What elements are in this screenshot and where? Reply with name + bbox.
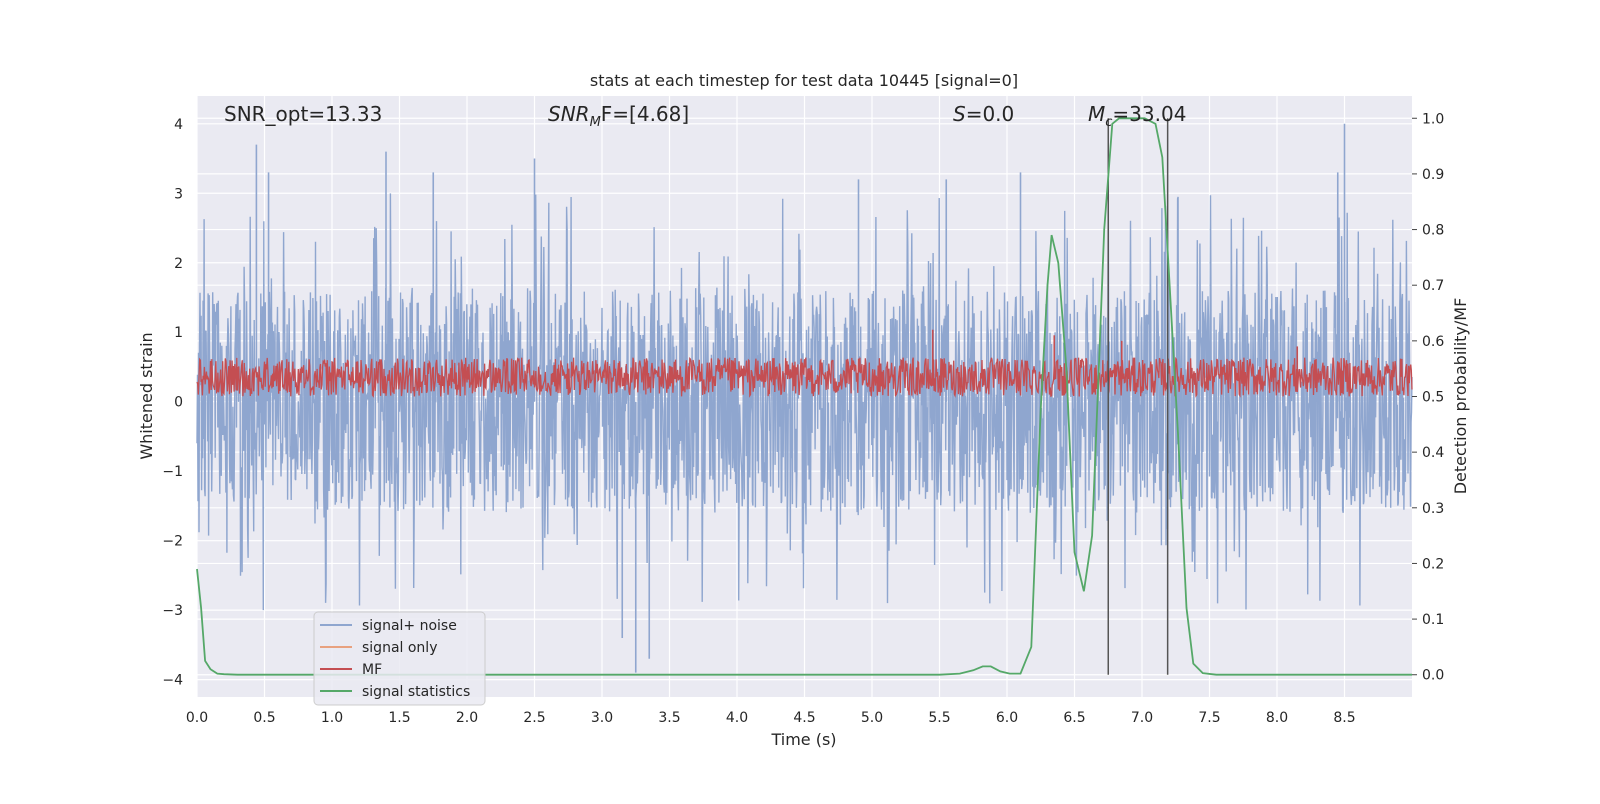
annotation-s-main: S [953,102,966,126]
annotation-mc: Mc=33.04 [1088,102,1186,130]
legend: signal+ noise signal only MF signal stat… [313,611,486,706]
y-tick-label-right: 1.0 [1422,111,1444,127]
y-tick-label-right: 0.6 [1422,334,1444,350]
tick-labels: 0.0 0.5 1.0 1.5 2.0 2.5 3.0 3.5 4.0 4.5 5.0 5.5 6.0 6… [162,111,1444,726]
y-tick-label-right: 0.8 [1422,223,1444,239]
x-axis-label: Time (s) [770,730,836,749]
x-tick-label: 2.0 [456,710,478,726]
y-tick-label-left: 2 [174,256,183,272]
x-tick-label: 0.5 [253,710,275,726]
x-tick-label: 5.0 [861,710,883,726]
x-tick-label: 7.5 [1198,710,1220,726]
annotation-snr-mf-sub: M [590,115,601,130]
annotation-s: S=0.0 [953,102,1014,126]
x-tick-label: 1.0 [321,710,343,726]
annotation-s-rest: =0.0 [966,102,1015,126]
y-tick-label-left: 1 [174,325,183,341]
signal-noise-line [196,193,1413,611]
x-tick-label: 6.0 [996,710,1018,726]
x-tick-label: 8.5 [1333,710,1355,726]
y-tick-label-left: 4 [174,117,183,133]
y-tick-label-right: 0.9 [1422,167,1444,183]
x-tick-label: 6.5 [1063,710,1085,726]
x-tick-label: 3.5 [658,710,680,726]
legend-box [313,611,486,706]
y-tick-label-left: −4 [162,673,183,689]
x-tick-label: 4.0 [726,710,748,726]
x-tick-label: 4.5 [793,710,815,726]
x-tick-label: 3.0 [591,710,613,726]
legend-label-signal-noise: signal+ noise [362,618,457,634]
x-tick-label: 0.0 [186,710,208,726]
y-tick-label-right: 0.2 [1422,556,1444,572]
y-axis-label-right: Detection probability/MF [1451,298,1470,495]
mf-series [196,329,1413,398]
annotation-snr-mf-rest: F=[4.68] [601,102,689,126]
y-tick-label-right: 0.0 [1422,668,1444,684]
legend-label-mf: MF [362,662,382,678]
annotation-mc-sub: c [1105,115,1112,130]
mf-line [196,356,1413,398]
legend-label-signal-statistics: signal statistics [362,684,470,700]
y-tick-label-left: −3 [162,603,183,619]
annotation-mc-main: M [1088,102,1105,126]
vertical-markers [1107,118,1169,675]
y-tick-label-left: −1 [162,464,183,480]
y-tick-label-left: 3 [174,186,183,202]
x-tick-label: 7.0 [1131,710,1153,726]
y-axis-label-left: Whitened strain [137,332,156,459]
y-tick-label-right: 0.3 [1422,501,1444,517]
y-tick-label-right: 0.5 [1422,390,1444,406]
legend-label-signal-only: signal only [362,640,437,656]
annotation-mc-rest: =33.04 [1112,102,1186,126]
x-tick-label: 5.5 [928,710,950,726]
x-tick-label: 2.5 [523,710,545,726]
y-tick-label-left: 0 [174,395,183,411]
y-tick-label-left: −2 [162,534,183,550]
x-tick-label: 1.5 [388,710,410,726]
y-tick-label-right: 0.7 [1422,278,1444,294]
annotation-snr-mf-main: SNR [548,102,590,126]
y-tick-label-right: 0.4 [1422,445,1444,461]
annotation-snr-mf: SNRMF=[4.68] [548,102,689,130]
x-tick-label: 8.0 [1266,710,1288,726]
annotation-snr-opt: SNR_opt=13.33 [224,102,382,126]
y-tick-label-right: 0.1 [1422,612,1444,628]
chart-title: stats at each timestep for test data 104… [590,71,1018,90]
